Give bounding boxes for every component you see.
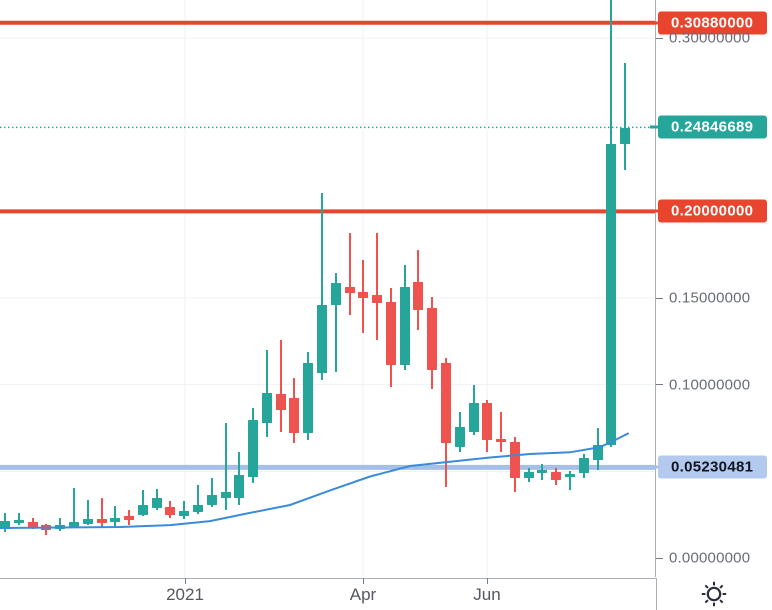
candle-down <box>441 363 451 444</box>
candle-wick <box>624 63 627 170</box>
candle-wick <box>183 500 186 519</box>
candle-up <box>261 393 272 423</box>
candle-down <box>41 525 52 530</box>
price-label-resistance-upper: 0.30880000 <box>658 11 767 35</box>
candle-wick <box>17 512 20 526</box>
candle-down <box>289 398 300 433</box>
gear-ring <box>706 586 722 602</box>
price-tick-mark <box>656 297 663 299</box>
candle-up <box>330 282 341 305</box>
candle-up <box>620 128 631 144</box>
candle-wick <box>320 193 323 380</box>
candle-up <box>220 492 231 499</box>
price-tag-tick <box>650 465 658 469</box>
candle-up <box>151 498 162 508</box>
gear-icon <box>701 581 727 607</box>
gear-spoke <box>704 584 709 589</box>
candle-up <box>192 505 203 513</box>
settings-button[interactable] <box>699 579 729 609</box>
gear-spoke <box>719 584 724 589</box>
candle-up <box>13 520 24 524</box>
candle-up <box>565 473 575 477</box>
price-tag-tick <box>650 209 658 213</box>
candle-up <box>303 363 314 433</box>
time-tick-mark <box>185 578 186 584</box>
price-tag-tick <box>650 21 658 25</box>
candle-wick <box>500 412 503 452</box>
candle-down <box>275 394 286 410</box>
candle-up <box>606 143 617 445</box>
candle-down <box>358 291 369 298</box>
candle-wick <box>279 340 282 432</box>
candle-down <box>413 281 424 310</box>
price-tick-label: 0.15000000 <box>669 289 751 307</box>
candle-up <box>179 511 190 517</box>
chart-canvas[interactable] <box>0 0 656 577</box>
candle-up <box>468 403 479 432</box>
candle-up <box>0 521 10 530</box>
candle-down <box>165 507 176 515</box>
candle-up <box>248 420 258 477</box>
chart-underlay <box>0 0 655 577</box>
time-tick-2021: 2021 <box>166 585 204 604</box>
candle-wick <box>334 272 337 372</box>
price-tick-mark <box>656 384 663 386</box>
candle-down <box>551 472 562 480</box>
time-tick-jun: Jun <box>473 585 501 604</box>
candle-up <box>55 525 66 530</box>
price-tick-label: 0.00000000 <box>669 549 751 567</box>
candle-up <box>523 472 534 478</box>
candle-up <box>316 304 327 373</box>
candle-down <box>344 286 355 293</box>
candle-down <box>124 516 134 521</box>
price-tick-label: 0.10000000 <box>669 376 751 394</box>
price-label-resistance-lower: 0.20000000 <box>658 199 767 223</box>
candle-up <box>399 286 410 365</box>
price-tick-label: 0.30000000 <box>669 29 751 47</box>
candle-up <box>234 475 245 499</box>
candle-down <box>96 519 107 523</box>
time-tick-mark <box>363 578 364 584</box>
candle-down <box>482 403 493 440</box>
price-tag-tick <box>650 125 658 129</box>
price-tick-mark <box>656 37 663 39</box>
candle-wick <box>376 233 379 340</box>
candle-down <box>372 294 383 303</box>
candle-down <box>27 521 38 527</box>
time-tick-mark <box>487 578 488 584</box>
time-tick-apr: Apr <box>349 585 377 604</box>
candle-wick <box>114 506 117 527</box>
price-label-support: 0.05230481 <box>658 455 767 479</box>
candle-down <box>385 302 396 365</box>
candle-up <box>110 518 121 522</box>
gear-spoke <box>704 599 709 604</box>
candle-down <box>509 442 520 478</box>
candle-up <box>68 521 79 527</box>
candle-down <box>427 307 438 370</box>
candle-up <box>206 495 217 505</box>
candle-up <box>537 469 548 473</box>
candle-up <box>137 505 148 516</box>
candle-up <box>592 445 603 461</box>
candle-up <box>454 427 465 448</box>
axis-corner <box>656 578 772 610</box>
price-axis[interactable]: 0.30880000 0.24846689 0.20000000 0.05230… <box>650 0 772 577</box>
gear-spoke <box>719 599 724 604</box>
price-label-current-price: 0.24846689 <box>658 115 767 139</box>
time-axis[interactable]: 2021 Apr Jun <box>0 578 772 610</box>
candle-down <box>496 438 507 442</box>
candle-wick <box>348 233 351 315</box>
candle-wick <box>100 498 103 528</box>
price-tick-mark <box>656 557 663 559</box>
candle-up <box>82 519 93 524</box>
candle-up <box>578 458 589 474</box>
